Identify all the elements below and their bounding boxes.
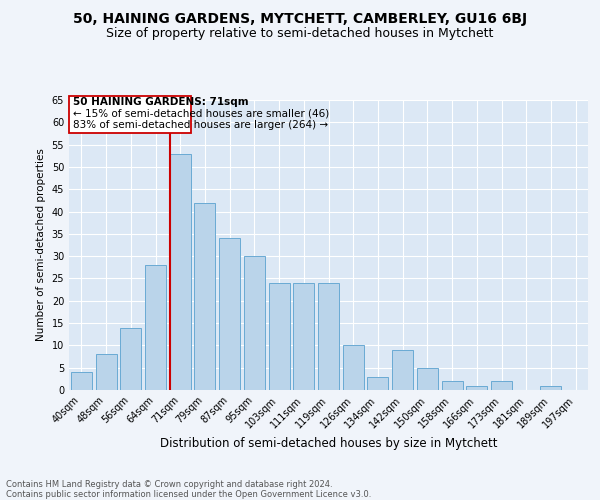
Text: 50 HAINING GARDENS: 71sqm: 50 HAINING GARDENS: 71sqm (73, 98, 248, 108)
Bar (442, 381, 463, 390)
Bar (343, 346, 364, 390)
Text: Contains HM Land Registry data © Crown copyright and database right 2024.: Contains HM Land Registry data © Crown c… (6, 480, 332, 489)
Text: 83% of semi-detached houses are larger (264) →: 83% of semi-detached houses are larger (… (73, 120, 328, 130)
Text: Contains public sector information licensed under the Open Government Licence v3: Contains public sector information licen… (6, 490, 371, 499)
Bar (219, 238, 240, 390)
FancyBboxPatch shape (69, 96, 191, 134)
Bar (392, 350, 413, 390)
Bar (145, 265, 166, 390)
Bar (417, 368, 438, 390)
Y-axis label: Number of semi-detached properties: Number of semi-detached properties (36, 148, 46, 342)
Bar (318, 283, 339, 390)
Bar (71, 372, 92, 390)
Bar (491, 381, 512, 390)
Bar (95, 354, 116, 390)
Bar (466, 386, 487, 390)
Bar (269, 283, 290, 390)
Bar (194, 202, 215, 390)
X-axis label: Distribution of semi-detached houses by size in Mytchett: Distribution of semi-detached houses by … (160, 436, 497, 450)
Text: ← 15% of semi-detached houses are smaller (46): ← 15% of semi-detached houses are smalle… (73, 109, 329, 119)
Bar (120, 328, 141, 390)
Bar (170, 154, 191, 390)
Bar (293, 283, 314, 390)
Bar (541, 386, 562, 390)
Bar (244, 256, 265, 390)
Text: 50, HAINING GARDENS, MYTCHETT, CAMBERLEY, GU16 6BJ: 50, HAINING GARDENS, MYTCHETT, CAMBERLEY… (73, 12, 527, 26)
Bar (367, 376, 388, 390)
Text: Size of property relative to semi-detached houses in Mytchett: Size of property relative to semi-detach… (106, 28, 494, 40)
